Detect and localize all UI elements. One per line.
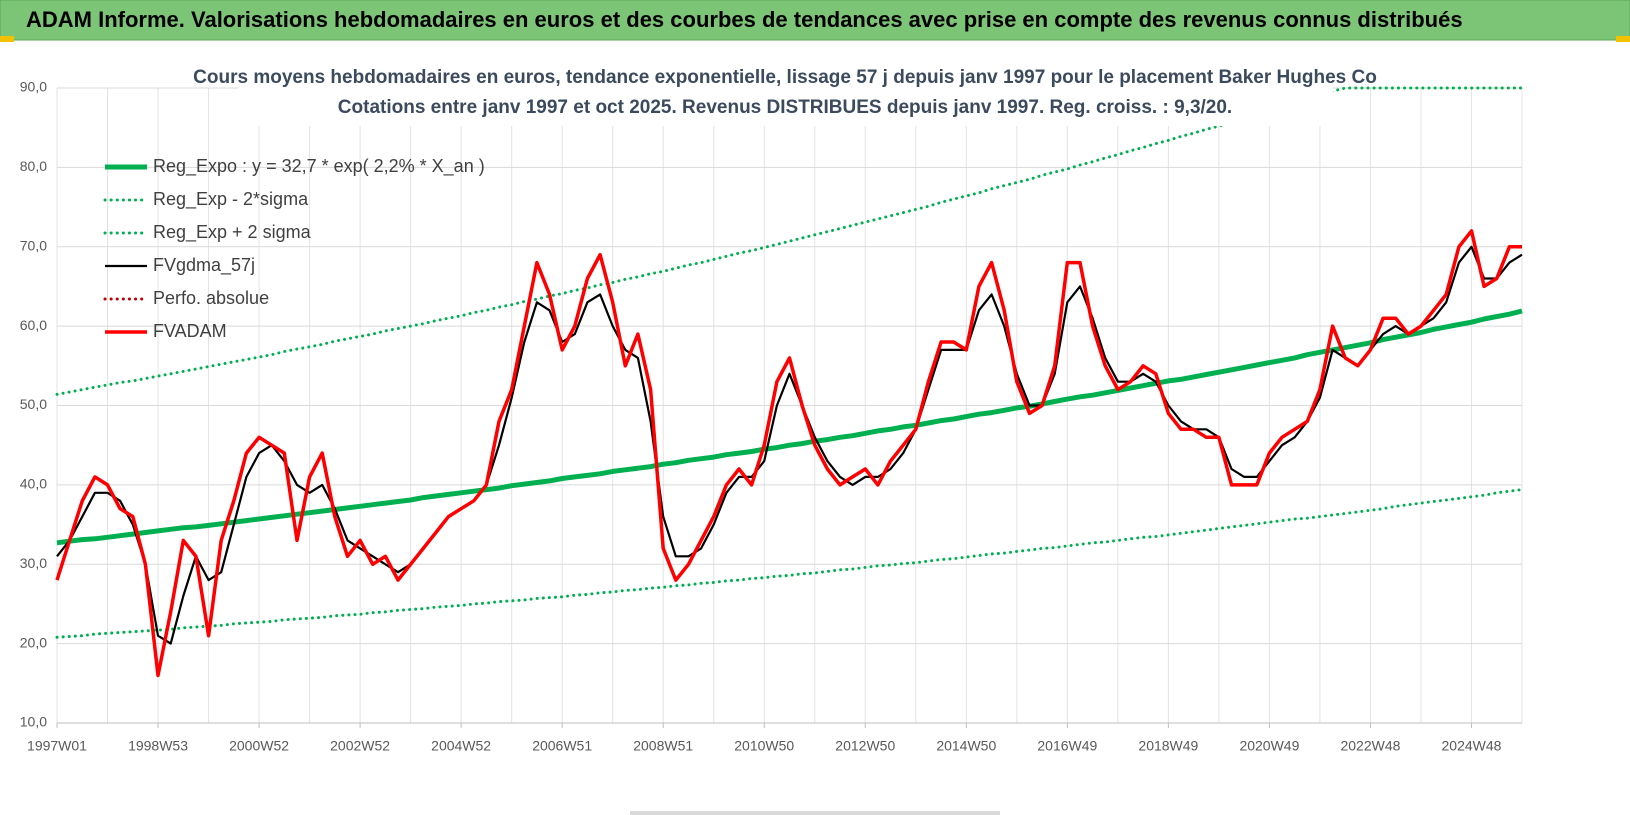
corner (1616, 36, 1630, 42)
y-tick-label: 60,0 (20, 317, 47, 333)
corner (0, 36, 14, 42)
y-tick-label: 20,0 (20, 634, 47, 650)
x-tick-label: 2020W49 (1239, 738, 1299, 754)
y-tick-label: 10,0 (20, 714, 47, 730)
x-tick-label: 2002W52 (330, 738, 390, 754)
header-bar (0, 0, 1630, 41)
x-tick-label: 2008W51 (633, 738, 693, 754)
legend-label: Perfo. absolue (153, 288, 269, 308)
y-tick-label: 70,0 (20, 237, 47, 253)
x-tick-label: 2024W48 (1442, 738, 1502, 754)
bottom-strip (630, 811, 1000, 815)
title-box (238, 60, 1333, 126)
chart-title: Cours moyens hebdomadaires en euros, ten… (193, 67, 1377, 88)
legend-label: Reg_Expo : y = 32,7 * exp( 2,2% * X_an ) (153, 156, 485, 177)
x-tick-label: 2006W51 (532, 738, 592, 754)
chart-subtitle: Cotations entre janv 1997 et oct 2025. R… (338, 97, 1232, 118)
legend-label: FVADAM (153, 321, 227, 341)
series-line (55, 488, 1524, 639)
y-tick-label: 80,0 (20, 158, 47, 174)
x-tick-label: 2004W52 (431, 738, 491, 754)
legend-label: Reg_Exp - 2*sigma (153, 189, 309, 210)
y-tick-label: 30,0 (20, 555, 47, 571)
x-tick-label: 2016W49 (1037, 738, 1097, 754)
x-tick-label: 2000W52 (229, 738, 289, 754)
legend-label: FVgdma_57j (153, 255, 255, 276)
series-line (56, 245, 1523, 645)
header-title: ADAM Informe. Valorisations hebdomadaire… (26, 7, 1463, 32)
legend: Reg_Expo : y = 32,7 * exp( 2,2% * X_an )… (103, 156, 485, 341)
legend-label: Reg_Exp + 2 sigma (153, 222, 312, 243)
y-tick-label: 50,0 (20, 396, 47, 412)
series-line (55, 229, 1522, 678)
y-tick-label: 40,0 (20, 476, 47, 492)
x-tick-label: 2014W50 (936, 738, 996, 754)
y-tick-label: 90,0 (20, 79, 47, 95)
x-tick-label: 2012W50 (835, 738, 895, 754)
x-tick-label: 1998W53 (128, 738, 188, 754)
x-tick-label: 2010W50 (734, 738, 794, 754)
x-tick-label: 2022W48 (1340, 738, 1400, 754)
x-tick-label: 2018W49 (1138, 738, 1198, 754)
x-tick-label: 1997W01 (27, 738, 87, 754)
